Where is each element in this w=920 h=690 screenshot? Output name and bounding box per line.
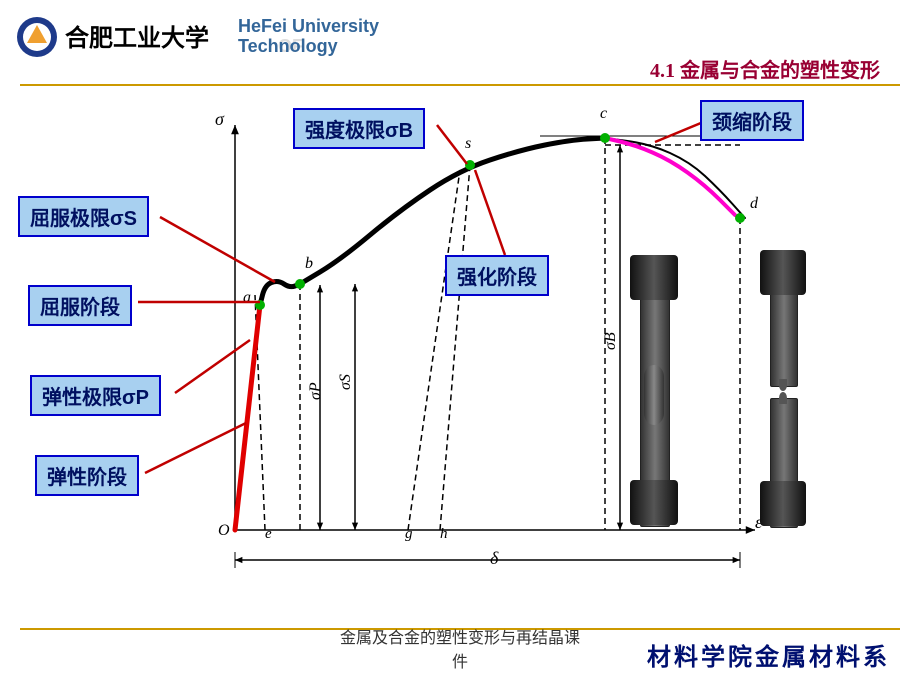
svg-text:s: s: [465, 135, 471, 152]
svg-text:c: c: [600, 105, 607, 122]
stage-label: 屈服极限σS: [18, 196, 149, 237]
stage-label: 弹性阶段: [35, 455, 139, 496]
specimen-image: [770, 250, 796, 385]
stage-label: 弹性极限σP: [30, 375, 161, 416]
svg-text:σB: σB: [602, 332, 619, 350]
stage-label: 屈服阶段: [28, 285, 132, 326]
specimen-image: [640, 255, 668, 525]
stage-label: 颈缩阶段: [700, 100, 804, 141]
svg-text:σ: σ: [215, 109, 225, 129]
stage-label: 强度极限σB: [293, 108, 425, 149]
section-title: 4.1 金属与合金的塑性变形: [650, 54, 880, 83]
stage-label: 强化阶段: [445, 255, 549, 296]
university-name-english: HeFei UniversityTechnology: [238, 16, 379, 56]
svg-text:a: a: [243, 289, 251, 306]
svg-text:O: O: [218, 522, 230, 539]
svg-text:d: d: [750, 195, 759, 212]
svg-text:b: b: [305, 255, 313, 272]
stress-strain-diagram: σεOeghδσPσSσBabscd 强度极限σB颈缩阶段屈服极限σS屈服阶段强…: [0, 90, 920, 630]
university-name-chinese: 合肥工业大学: [65, 18, 209, 53]
footer-right: 材料学院金属材料系: [647, 637, 890, 672]
svg-text:σS: σS: [337, 374, 354, 390]
svg-text:h: h: [440, 526, 448, 542]
svg-text:σP: σP: [307, 382, 324, 400]
specimen-image: [770, 398, 796, 526]
svg-text:δ: δ: [490, 548, 499, 568]
university-logo-icon: [15, 15, 59, 59]
header-divider: [20, 84, 900, 86]
svg-text:e: e: [265, 526, 272, 542]
svg-text:g: g: [405, 526, 413, 542]
